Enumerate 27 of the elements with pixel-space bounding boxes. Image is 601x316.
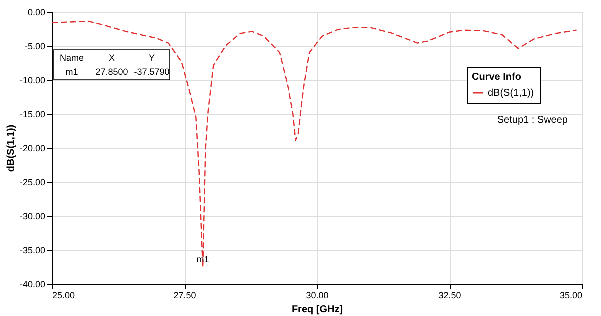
y-tick-label: -25.00 <box>20 178 46 188</box>
annotation: X <box>108 53 116 63</box>
annotation: Y <box>148 53 156 63</box>
x-tick-label: 32.50 <box>438 290 462 300</box>
y-tick-label: 0.00 <box>28 8 46 18</box>
legend-label: dB(S(1,1)) <box>488 88 534 99</box>
annotation: m1 <box>196 254 210 265</box>
y-tick-label: -40.00 <box>20 280 46 290</box>
x-tick-label: 35.00 <box>560 290 582 300</box>
line-series <box>51 20 578 268</box>
y-tick-label: -15.00 <box>20 110 46 120</box>
annotation: m1 <box>66 67 78 77</box>
x-tick-label: 27.50 <box>174 290 196 300</box>
annotation: -37.5790 <box>134 67 170 77</box>
legend-title: Curve Info <box>472 72 522 83</box>
x-axis-title: Freq [GHz] <box>292 304 344 316</box>
y-tick-label: -10.00 <box>20 76 46 86</box>
y-tick-label: -30.00 <box>20 212 46 222</box>
x-tick-label: 25.00 <box>52 290 76 300</box>
annotation: 27.8500 <box>96 67 128 77</box>
annotation: Setup1 : Sweep <box>497 115 568 126</box>
annotation: Name <box>60 53 84 63</box>
x-tick-label: 30.00 <box>306 290 329 300</box>
y-tick-label: -20.00 <box>20 144 46 154</box>
y-tick-label: -5.00 <box>24 42 46 52</box>
y-axis-title: dB(S(1,1)) <box>6 124 17 172</box>
y-tick-label: -35.00 <box>20 246 46 256</box>
